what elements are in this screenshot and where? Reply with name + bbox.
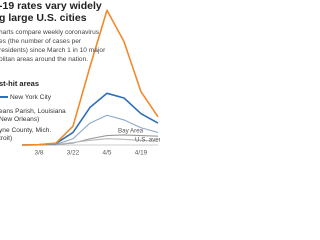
chart: 3/8 3/22 4/5 4/19 Bay Area U.S. average -19 r… bbox=[0, 0, 160, 160]
line-label: U.S. average bbox=[135, 137, 160, 144]
x-tick-label: 4/19 bbox=[135, 150, 148, 157]
x-tick-label: 3/8 bbox=[35, 150, 44, 157]
subtitle-line: harts compare weekly coronavirus bbox=[0, 29, 100, 36]
legend-label: New York City bbox=[10, 94, 52, 101]
series-line bbox=[21, 9, 159, 146]
legend-label: yne County, Mich. bbox=[0, 127, 51, 134]
legend-heading: st-hit areas bbox=[0, 79, 39, 88]
subtitle-line: olitan areas around the nation. bbox=[0, 56, 88, 63]
x-tick-label: 4/5 bbox=[103, 150, 112, 157]
plot: 3/8 3/22 4/5 4/19 Bay Area U.S. average bbox=[21, 9, 160, 157]
chart-title: g large U.S. cities bbox=[0, 12, 87, 24]
legend-label-detail: troit) bbox=[0, 135, 12, 142]
subtitle-line: es (the number of cases per bbox=[0, 38, 82, 45]
x-tick-label: 3/22 bbox=[67, 150, 80, 157]
chart-title: -19 rates vary widely bbox=[0, 0, 102, 12]
subtitle: harts compare weekly coronavirus es (the … bbox=[0, 29, 106, 63]
legend-label: eans Parish, Louisiana bbox=[0, 108, 66, 115]
line-label: Bay Area bbox=[118, 128, 144, 135]
legend-label-detail: New Orleans) bbox=[0, 116, 39, 123]
legend-swatch bbox=[0, 96, 8, 98]
background bbox=[0, 0, 160, 160]
subtitle-line: residents) since March 1 in 10 major bbox=[0, 47, 106, 54]
